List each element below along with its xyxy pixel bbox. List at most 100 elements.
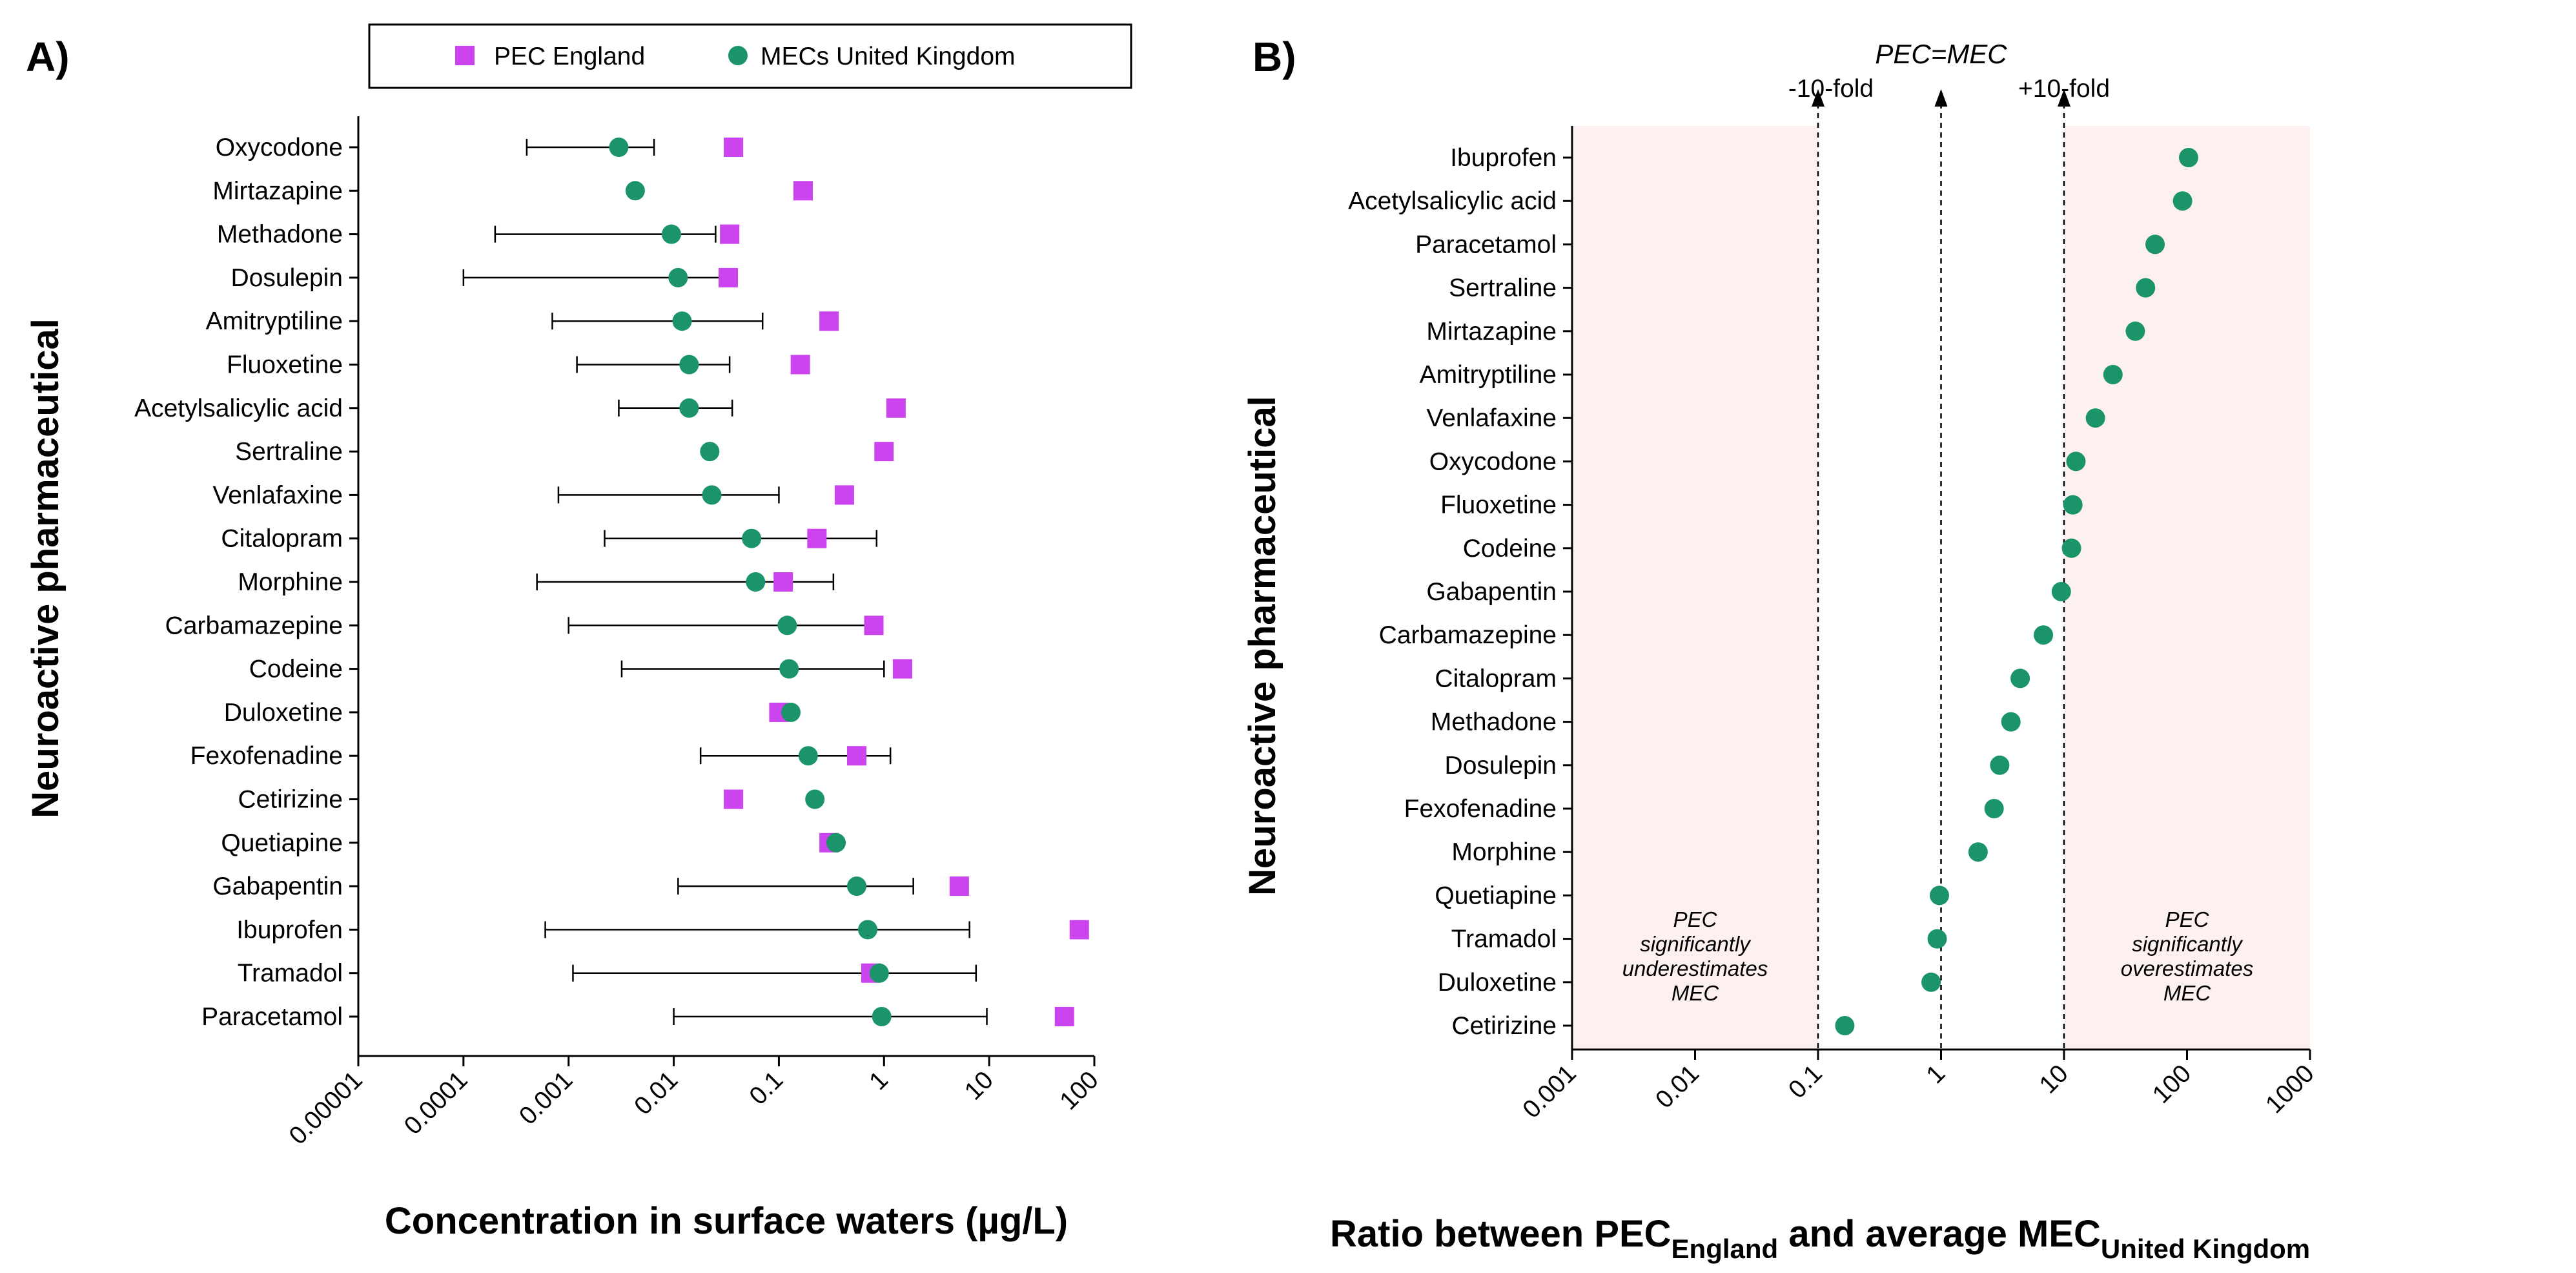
- panel-b-categories: Ibuprofen Acetylsalicylic acid Paracetamol…: [1348, 144, 1572, 1040]
- panel-b-x-tick-label: 0.01: [1650, 1059, 1704, 1113]
- panel-a-categories: Oxycodone Mirtazapine Methadone Dosulepin Am…: [134, 134, 358, 1031]
- panel-a-x-tick-label: 0.0001: [399, 1066, 473, 1140]
- pec-point-citalopram: [807, 528, 827, 548]
- ratio-point-oxycodone: [2066, 451, 2086, 471]
- panel-b-category-duloxetine: Duloxetine: [1438, 969, 1557, 997]
- panel-b-category-ibuprofen: Ibuprofen: [1450, 144, 1557, 172]
- mec-point-venlafaxine: [702, 485, 722, 505]
- mec-point-acetylsalicylic-acid: [679, 398, 699, 418]
- panel-b-category-methadone: Methadone: [1431, 709, 1557, 736]
- pec-point-mirtazapine: [793, 181, 813, 201]
- panel-a-category-citalopram: Citalopram: [221, 525, 343, 553]
- panel-b-category-carbamazepine: Carbamazepine: [1379, 621, 1557, 649]
- panel-a-error-bars: [462, 139, 988, 1025]
- mec-point-fexofenadine: [798, 746, 818, 766]
- reference-label-2: PEC=MEC: [1875, 39, 2007, 69]
- mec-point-oxycodone: [609, 138, 629, 157]
- mec-point-citalopram: [742, 528, 762, 548]
- panel-b-category-oxycodone: Oxycodone: [1429, 448, 1557, 475]
- panel-a-letter: A): [26, 34, 70, 80]
- mec-point-paracetamol: [872, 1007, 892, 1026]
- legend: PEC England MECs United Kingdom: [368, 23, 1132, 89]
- panel-a-category-tramadol: Tramadol: [238, 960, 343, 988]
- ratio-point-acetylsalicylic-acid: [2172, 191, 2193, 211]
- ratio-point-sertraline: [2136, 278, 2156, 298]
- pec-point-dosulepin: [719, 267, 739, 287]
- ratio-point-citalopram: [2010, 668, 2030, 688]
- pec-point-gabapentin: [949, 876, 969, 896]
- panel-b-category-dosulepin: Dosulepin: [1445, 752, 1557, 780]
- ratio-point-mirtazapine: [2125, 321, 2145, 341]
- ratio-point-methadone: [2001, 712, 2021, 732]
- legend-pec-marker: [455, 46, 475, 65]
- panel-a-category-acetylsalicylic-acid: Acetylsalicylic acid: [134, 395, 343, 422]
- pec-point-fluoxetine: [790, 355, 810, 375]
- shaded-region-underestimates: [1572, 126, 1818, 1050]
- panel-a-category-gabapentin: Gabapentin: [212, 873, 343, 900]
- ratio-point-fluoxetine: [2063, 495, 2083, 515]
- panel-a-x-title: Concentration in surface waters (µg/L): [385, 1200, 1068, 1242]
- reference-label-3: +10-fold: [2018, 75, 2110, 103]
- panel-a: A) PEC England MECs United Kingdom Neuro…: [25, 23, 1132, 1242]
- mec-point-amitryptiline: [672, 311, 692, 331]
- legend-mec-marker: [728, 46, 748, 65]
- pec-point-venlafaxine: [834, 485, 854, 505]
- ratio-point-morphine: [1968, 842, 1988, 862]
- mec-point-tramadol: [869, 963, 889, 983]
- pec-point-sertraline: [874, 442, 894, 462]
- panel-a-x-tick-label: 0.00001: [284, 1066, 368, 1150]
- mec-point-cetirizine: [805, 789, 825, 809]
- panel-b-category-venlafaxine: Venlafaxine: [1426, 404, 1557, 432]
- panel-a-x-tick-label: 0.01: [629, 1066, 683, 1120]
- region-note-right-line: significantly: [2132, 932, 2244, 956]
- ratio-point-gabapentin: [2051, 582, 2071, 601]
- panel-b-x-tick-label: 1000: [2260, 1059, 2320, 1119]
- panel-a-category-sertraline: Sertraline: [235, 438, 343, 466]
- panel-a-category-paracetamol: Paracetamol: [201, 1003, 343, 1031]
- panel-b-category-morphine: Morphine: [1451, 838, 1557, 866]
- ratio-point-quetiapine: [1929, 885, 1949, 906]
- panel-a-category-codeine: Codeine: [249, 656, 343, 683]
- panel-b-category-fluoxetine: Fluoxetine: [1440, 492, 1557, 519]
- panel-a-category-oxycodone: Oxycodone: [216, 134, 343, 161]
- pec-point-paracetamol: [1054, 1007, 1074, 1026]
- panel-a-pec-series: [719, 138, 1089, 1026]
- ratio-point-carbamazepine: [2034, 625, 2054, 645]
- pec-point-amitryptiline: [819, 311, 839, 331]
- panel-a-x-tick-label: 0.1: [744, 1066, 789, 1110]
- panel-b-ratio-series: [1835, 148, 2198, 1035]
- panel-a-category-methadone: Methadone: [217, 221, 343, 249]
- panel-a-x-tick-label: 100: [1054, 1066, 1103, 1115]
- panel-b-x-title-sub1: England: [1671, 1234, 1779, 1264]
- shaded-region-overestimates: [2064, 126, 2310, 1050]
- reference-arrow-3: [2058, 89, 2070, 107]
- panel-b-letter: B): [1252, 34, 1296, 80]
- legend-pec-label: PEC England: [494, 43, 645, 70]
- panel-a-x-tick-label: 0.001: [514, 1066, 578, 1130]
- region-note-right-line: PEC: [2165, 907, 2210, 931]
- mec-point-ibuprofen: [858, 920, 878, 940]
- panel-a-x-ticks: 0.00001 0.0001 0.001 0.01 0.1 1 10 100: [284, 1056, 1104, 1150]
- panel-b-category-gabapentin: Gabapentin: [1426, 578, 1557, 606]
- panel-b-category-citalopram: Citalopram: [1435, 665, 1557, 692]
- mec-point-duloxetine: [781, 702, 801, 722]
- pec-point-carbamazepine: [864, 616, 884, 636]
- panel-a-category-quetiapine: Quetiapine: [221, 829, 343, 857]
- panel-b-category-codeine: Codeine: [1463, 535, 1557, 563]
- mec-point-morphine: [746, 572, 766, 592]
- panel-b-x-title-mid: and average MEC: [1778, 1213, 2101, 1255]
- mec-point-carbamazepine: [777, 616, 797, 636]
- panel-b-category-cetirizine: Cetirizine: [1451, 1012, 1557, 1040]
- region-note-left-line: MEC: [1671, 981, 1720, 1005]
- mec-point-sertraline: [700, 442, 720, 462]
- panel-a-y-title: Neuroactive pharmaceutical: [25, 318, 66, 818]
- panel-a-x-tick-label: 1: [864, 1066, 894, 1095]
- pec-point-fexofenadine: [847, 746, 867, 766]
- panel-a-category-venlafaxine: Venlafaxine: [212, 481, 343, 509]
- panel-b-x-tick-label: 0.1: [1783, 1059, 1828, 1104]
- reference-label-1: -10-fold: [1788, 75, 1874, 103]
- ratio-point-duloxetine: [1921, 972, 1941, 992]
- legend-mec-label: MECs United Kingdom: [761, 43, 1016, 70]
- panel-b-category-acetylsalicylic-acid: Acetylsalicylic acid: [1348, 187, 1557, 215]
